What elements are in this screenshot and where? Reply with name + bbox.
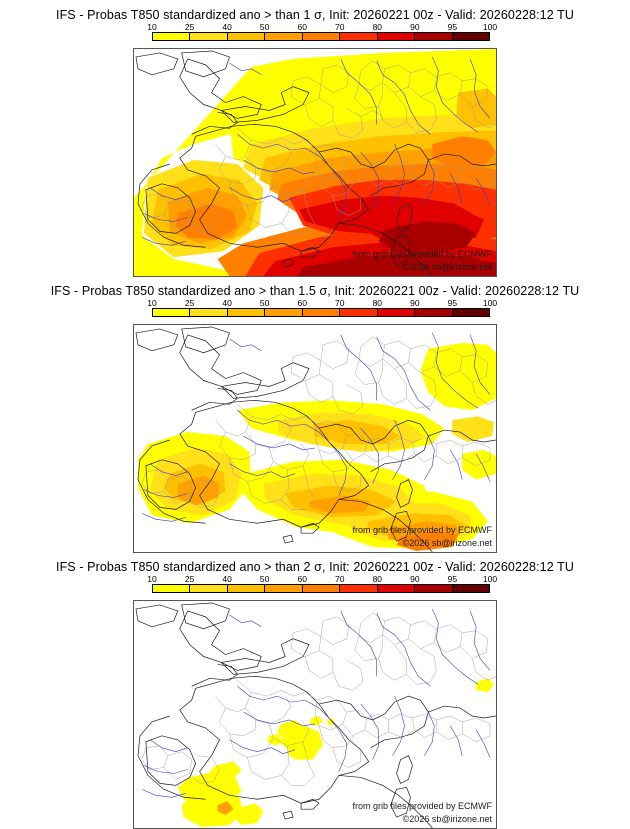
colorbar-ticks: 10 25 40 50 60 70 80 90 95 100 bbox=[147, 574, 497, 585]
colorbar-tick: 70 bbox=[335, 22, 345, 32]
colorbar-segment bbox=[153, 309, 191, 316]
colorbar-tick: 40 bbox=[222, 22, 232, 32]
colorbar-tick: 25 bbox=[184, 574, 195, 584]
colorbar-segment bbox=[377, 585, 416, 592]
colorbar-segment bbox=[340, 309, 378, 316]
colorbar-scale bbox=[152, 584, 490, 593]
colorbar-segment bbox=[265, 585, 303, 592]
colorbar-tick: 100 bbox=[482, 298, 498, 308]
colorbar-scale bbox=[152, 32, 490, 41]
colorbar-segment bbox=[302, 33, 341, 40]
panel-title: IFS - Probas T850 standardized ano > tha… bbox=[50, 284, 580, 298]
colorbar-segment bbox=[302, 585, 341, 592]
colorbar-tick: 95 bbox=[447, 22, 458, 32]
colorbar-segment bbox=[377, 309, 416, 316]
colorbar-tick: 70 bbox=[335, 298, 345, 308]
colorbar-1: 10 25 40 50 60 70 80 90 95 100 bbox=[147, 22, 497, 42]
colorbar-segment bbox=[340, 33, 378, 40]
colorbar-segment bbox=[227, 33, 266, 40]
colorbar-tick: 95 bbox=[447, 298, 458, 308]
colorbar-3: 10 25 40 50 60 70 80 90 95 100 bbox=[147, 574, 497, 594]
colorbar-2: 10 25 40 50 60 70 80 90 95 100 bbox=[147, 298, 497, 318]
colorbar-segment bbox=[227, 309, 266, 316]
colorbar-segment bbox=[302, 309, 341, 316]
colorbar-tick: 90 bbox=[410, 574, 420, 584]
colorbar-tick: 60 bbox=[297, 574, 307, 584]
forecast-panel-1p5-sigma: IFS - Probas T850 standardized ano > tha… bbox=[0, 276, 630, 553]
colorbar-segment bbox=[452, 33, 489, 40]
colorbar-segment bbox=[190, 585, 228, 592]
colorbar-segment bbox=[415, 309, 453, 316]
colorbar-segment bbox=[153, 585, 191, 592]
colorbar-segment bbox=[265, 309, 303, 316]
colorbar-segment bbox=[340, 585, 378, 592]
colorbar-tick: 25 bbox=[184, 298, 195, 308]
colorbar-tick: 100 bbox=[482, 22, 498, 32]
colorbar-segment bbox=[190, 309, 228, 316]
colorbar-tick: 25 bbox=[184, 22, 195, 32]
panel-title: IFS - Probas T850 standardized ano > tha… bbox=[56, 560, 574, 574]
colorbar-tick: 80 bbox=[372, 22, 383, 32]
colorbar-tick: 80 bbox=[372, 298, 383, 308]
colorbar-ticks: 10 25 40 50 60 70 80 90 95 100 bbox=[147, 22, 497, 33]
forecast-panel-2-sigma: IFS - Probas T850 standardized ano > tha… bbox=[0, 552, 630, 829]
colorbar-tick: 50 bbox=[259, 298, 270, 308]
colorbar-tick: 50 bbox=[259, 574, 270, 584]
colorbar-segment bbox=[227, 585, 266, 592]
colorbar-segment bbox=[190, 33, 228, 40]
colorbar-segment bbox=[452, 309, 489, 316]
map-canvas-2-sigma[interactable]: from grib files provided by ECMWF ©2026 … bbox=[133, 600, 497, 829]
colorbar-tick: 90 bbox=[410, 22, 420, 32]
colorbar-tick: 80 bbox=[372, 574, 383, 584]
forecast-panel-1-sigma: IFS - Probas T850 standardized ano > tha… bbox=[0, 0, 630, 277]
colorbar-segment bbox=[415, 585, 453, 592]
colorbar-scale bbox=[152, 308, 490, 317]
colorbar-segment bbox=[153, 33, 191, 40]
colorbar-tick: 90 bbox=[410, 298, 420, 308]
colorbar-tick: 70 bbox=[335, 574, 345, 584]
colorbar-tick: 10 bbox=[147, 22, 157, 32]
colorbar-tick: 10 bbox=[147, 574, 157, 584]
colorbar-tick: 100 bbox=[482, 574, 498, 584]
colorbar-segment bbox=[452, 585, 489, 592]
map-canvas-1-sigma[interactable]: from grib files provided by ECMWF ©2026 … bbox=[133, 48, 497, 277]
colorbar-tick: 95 bbox=[447, 574, 458, 584]
colorbar-tick: 40 bbox=[222, 574, 232, 584]
colorbar-ticks: 10 25 40 50 60 70 80 90 95 100 bbox=[147, 298, 497, 309]
panel-title: IFS - Probas T850 standardized ano > tha… bbox=[56, 8, 574, 22]
colorbar-tick: 60 bbox=[297, 298, 307, 308]
colorbar-tick: 10 bbox=[147, 298, 157, 308]
colorbar-tick: 60 bbox=[297, 22, 307, 32]
colorbar-segment bbox=[265, 33, 303, 40]
colorbar-tick: 50 bbox=[259, 22, 270, 32]
colorbar-segment bbox=[415, 33, 453, 40]
colorbar-segment bbox=[377, 33, 416, 40]
map-canvas-1p5-sigma[interactable]: from grib files provided by ECMWF ©2026 … bbox=[133, 324, 497, 553]
colorbar-tick: 40 bbox=[222, 298, 232, 308]
